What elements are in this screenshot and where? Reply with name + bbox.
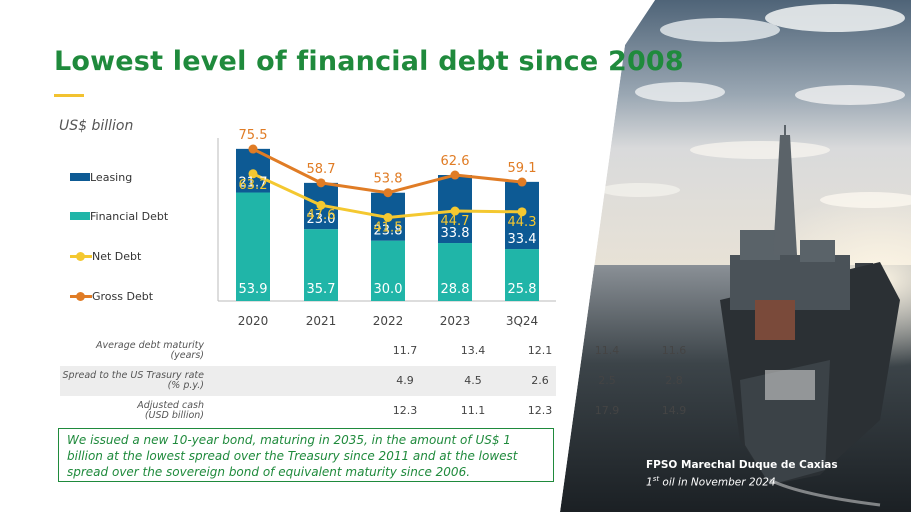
table-cell: 4.9: [396, 374, 414, 387]
x-tick-label: 2023: [440, 314, 471, 328]
data-label-financial-debt: 35.7: [307, 282, 336, 297]
bar-financial-debt: [505, 249, 539, 301]
table-cell: 2.8: [665, 374, 683, 387]
data-label-net-debt: 41.5: [374, 220, 403, 235]
bar-financial-debt: [236, 192, 270, 301]
data-label-gross-debt: 58.7: [307, 162, 336, 177]
data-label-gross-debt: 75.5: [239, 128, 268, 143]
bar-financial-debt: [371, 240, 405, 301]
title-accent-bar: [54, 94, 84, 97]
table-row-maturity: Average debt maturity (years) 11.7 13.4 1…: [60, 336, 686, 366]
data-label-net-debt: 44.3: [508, 215, 537, 230]
data-label-gross-debt: 59.1: [508, 161, 537, 176]
legend-label-leasing: Leasing: [90, 170, 133, 184]
legend-item-net-debt: Net Debt: [70, 249, 141, 263]
table-cell: 11.1: [460, 404, 486, 417]
row-label: Adjusted cash (USD billion): [137, 400, 204, 421]
table-cell: 2.5: [598, 374, 616, 387]
bar-financial-debt: [438, 243, 472, 301]
legend-swatch-financial-debt: [70, 212, 90, 220]
data-label-financial-debt: 25.8: [508, 282, 537, 297]
data-label-net-debt: 63.2: [239, 178, 268, 193]
table-cell: 12.1: [527, 344, 553, 357]
table-cell: 17.9: [594, 404, 620, 417]
data-label-leasing: 23.0: [307, 212, 336, 227]
debt-chart: 53.9 21.763.2 75.5 2020 35.7 23.047.6 58.7 2021…: [217, 128, 556, 328]
legend-item-gross-debt: Gross Debt: [70, 289, 153, 303]
caption-title: FPSO Marechal Duque de Caxias: [646, 459, 838, 471]
gross-debt-line-point: [248, 144, 258, 154]
data-label-leasing: 33.4: [508, 232, 537, 247]
net-debt-line-point: [383, 212, 393, 222]
debt-metrics-table: Average debt maturity (years) 11.7 13.4 1…: [60, 336, 686, 426]
net-debt-line-point: [450, 206, 460, 216]
data-label-net-debt: 47.6: [307, 208, 336, 223]
row-label: Spread to the US Trasury rate (% p.y.): [62, 370, 204, 391]
caption-subtitle: 1st oil in November 2024: [646, 475, 776, 489]
data-label-net-debt: 44.7: [441, 214, 470, 229]
gross-debt-line-point: [316, 178, 326, 188]
data-label-gross-debt: 53.8: [374, 172, 403, 187]
bar-financial-debt: [304, 229, 338, 301]
x-tick-label: 2020: [238, 314, 269, 328]
data-label-leasing: 33.8: [441, 226, 470, 241]
data-label-financial-debt: 53.9: [239, 282, 268, 297]
legend-marker-gross-debt: [70, 289, 92, 303]
table-cell: 11.4: [594, 344, 620, 357]
net-debt-line-point: [316, 200, 326, 210]
legend-marker-net-debt: [70, 249, 92, 263]
table-cell: 12.3: [527, 404, 553, 417]
net-debt-line-point: [517, 207, 527, 217]
photo-caption: FPSO Marechal Duque de Caxias 1st oil in…: [646, 458, 838, 490]
legend-label-gross-debt: Gross Debt: [92, 289, 154, 303]
table-cell: 13.4: [460, 344, 486, 357]
legend-label-net-debt: Net Debt: [92, 249, 142, 263]
legend-item-leasing: Leasing: [70, 170, 132, 184]
table-cell: 11.7: [392, 344, 418, 357]
gross-debt-line-point: [517, 177, 527, 187]
data-label-gross-debt: 62.6: [441, 154, 470, 169]
x-tick-label: 2022: [373, 314, 404, 328]
table-cell: 2.6: [531, 374, 549, 387]
page-title: Lowest level of financial debt since 200…: [54, 46, 684, 77]
legend-swatch-leasing: [70, 173, 90, 181]
x-tick-label: 2021: [306, 314, 337, 328]
table-cell: 4.5: [464, 374, 482, 387]
net-debt-line-point: [248, 169, 258, 179]
table-cell: 11.6: [661, 344, 687, 357]
x-tick-label: 3Q24: [506, 314, 538, 328]
legend-label-financial-debt: Financial Debt: [90, 209, 169, 223]
table-cell: 14.9: [661, 404, 687, 417]
table-cell: 12.3: [392, 404, 418, 417]
table-row-spread: Spread to the US Trasury rate (% p.y.) 4.…: [60, 366, 683, 396]
data-label-leasing: 21.7: [239, 176, 268, 191]
data-label-financial-debt: 30.0: [374, 282, 403, 297]
data-label-leasing: 23.8: [374, 224, 403, 239]
gross-debt-line-point: [383, 188, 393, 198]
bond-note: We issued a new 10-year bond, maturing i…: [58, 428, 554, 482]
row-label: Average debt maturity (years): [96, 340, 204, 361]
data-label-financial-debt: 28.8: [441, 282, 470, 297]
table-row-adjusted-cash: Adjusted cash (USD billion) 12.3 11.1 12.…: [60, 396, 686, 426]
gross-debt-line-point: [450, 170, 460, 180]
legend-item-financial-debt: Financial Debt: [70, 209, 168, 223]
unit-label: US$ billion: [59, 118, 134, 134]
